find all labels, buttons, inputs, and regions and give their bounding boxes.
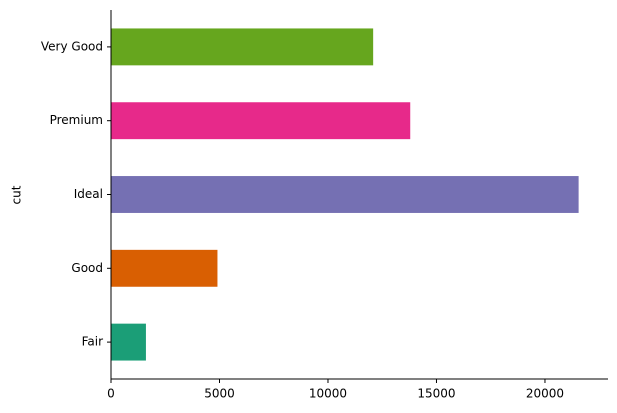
y-tick-label: Premium [50, 113, 103, 127]
x-tick-label: 5000 [204, 387, 235, 401]
bar [111, 249, 218, 287]
y-tick-label: Fair [82, 335, 103, 349]
bar [111, 323, 146, 361]
x-tick-label: 10000 [309, 387, 347, 401]
y-axis-label: cut [10, 185, 24, 204]
x-tick-label: 0 [107, 387, 115, 401]
y-tick-label: Very Good [41, 39, 103, 53]
y-tick-label: Good [71, 261, 103, 275]
x-tick-label: 20000 [526, 387, 564, 401]
bar [111, 28, 374, 66]
x-tick-label: 15000 [417, 387, 455, 401]
y-tick-label: Ideal [74, 187, 103, 201]
bar [111, 176, 579, 213]
bar [111, 102, 411, 140]
